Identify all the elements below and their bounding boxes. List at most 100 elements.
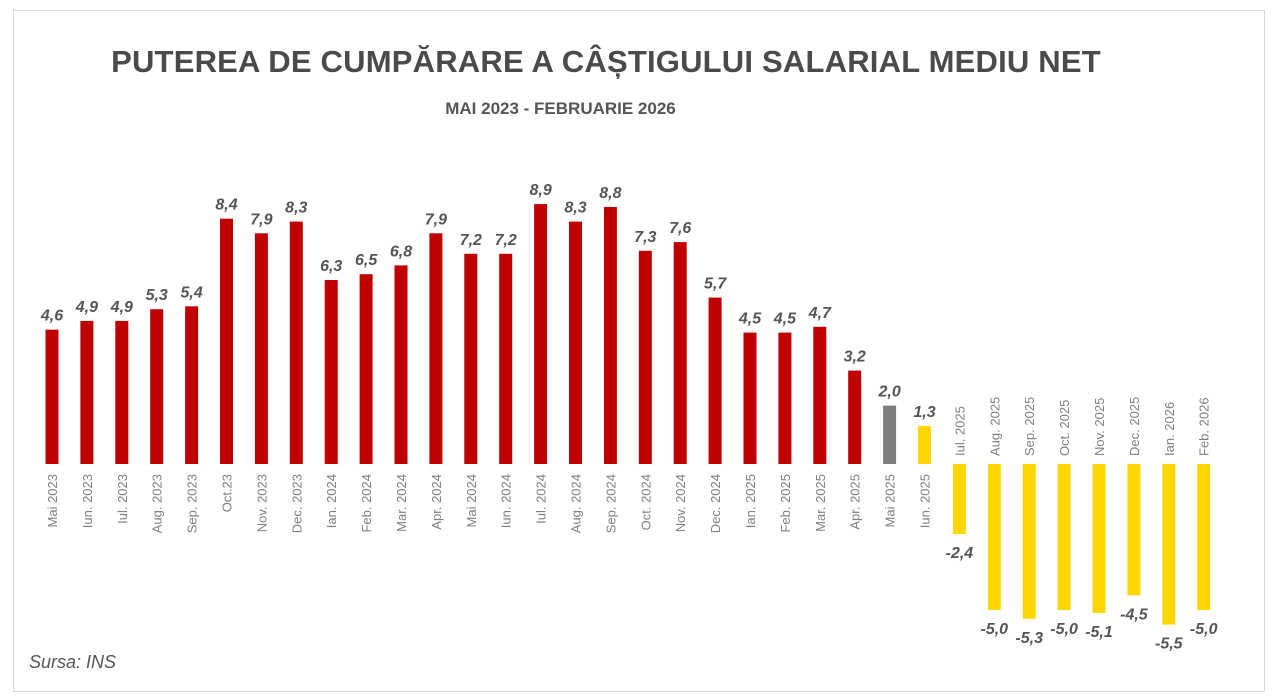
value-label-12: 7,9 <box>425 211 447 228</box>
value-label-23: 4,7 <box>808 305 832 322</box>
value-label-13: 7,2 <box>460 232 482 249</box>
bar-12 <box>429 233 443 464</box>
tick-label-17: Sep. 2024 <box>603 474 618 533</box>
bar-34 <box>1197 464 1211 610</box>
bar-30 <box>1057 464 1071 610</box>
tick-label-23: Mar. 2025 <box>813 474 828 532</box>
tick-label-10: Feb. 2024 <box>359 474 374 533</box>
bar-9 <box>324 280 338 464</box>
bar-3 <box>115 320 129 464</box>
bar-16 <box>569 221 582 464</box>
bar-15 <box>534 204 548 464</box>
value-label-33: -5,5 <box>1155 636 1184 653</box>
bar-20 <box>708 297 722 464</box>
tick-label-30: Oct. 2025 <box>1057 400 1072 456</box>
bar-28 <box>987 464 1001 610</box>
value-label-6: 8,4 <box>215 197 237 214</box>
tick-label-16: Aug. 2024 <box>569 474 584 533</box>
bar-11 <box>394 265 408 464</box>
bar-8 <box>289 221 303 464</box>
value-labels-group: 4,6 4,9 4,9 5,3 5,4 8,4 7,9 8,3 6,3 6,5 6,8 7,9 7,2 7… <box>40 182 1218 652</box>
bar-31 <box>1092 464 1106 613</box>
bar-23 <box>813 326 827 464</box>
bar-21 <box>743 332 757 464</box>
value-label-7: 7,9 <box>250 211 272 228</box>
chart-title: PUTEREA DE CUMPĂRARE A CÂȘTIGULUI SALARI… <box>111 44 1101 79</box>
tick-label-18: Oct. 2024 <box>638 474 653 530</box>
bar-19 <box>673 242 687 464</box>
bar-5 <box>185 306 199 464</box>
value-label-27: -2,4 <box>946 545 974 562</box>
tick-label-1: Mai 2023 <box>45 474 60 527</box>
tick-label-21: Ian. 2025 <box>743 474 758 528</box>
value-label-17: 8,8 <box>599 185 621 202</box>
tick-label-14: Iun. 2024 <box>499 474 514 528</box>
value-label-18: 7,3 <box>634 229 656 246</box>
bar-6 <box>220 218 233 464</box>
tick-label-25: Mai 2025 <box>883 474 898 527</box>
bars-group <box>45 204 1211 625</box>
tick-label-9: Ian. 2024 <box>324 474 339 528</box>
tick-label-33: Ian. 2026 <box>1162 402 1177 456</box>
value-label-9: 6,3 <box>320 258 342 275</box>
tick-label-32: Dec. 2025 <box>1127 397 1142 456</box>
chart-subtitle: MAI 2023 - FEBRUARIE 2026 <box>445 99 676 118</box>
value-label-8: 8,3 <box>285 200 307 217</box>
value-label-21: 4,5 <box>738 311 762 328</box>
value-label-10: 6,5 <box>355 252 378 269</box>
bar-27 <box>952 464 966 535</box>
value-label-4: 5,3 <box>146 287 168 304</box>
tick-label-22: Feb. 2025 <box>778 474 793 533</box>
value-label-11: 6,8 <box>390 243 412 260</box>
value-label-16: 8,3 <box>564 200 586 217</box>
bar-4 <box>150 309 164 464</box>
tick-label-12: Apr. 2024 <box>429 474 444 530</box>
bar-17 <box>603 207 617 464</box>
tick-label-27: Iul. 2025 <box>952 406 967 456</box>
value-label-25: 2,0 <box>877 384 900 401</box>
tick-label-2: Iun. 2023 <box>80 474 95 528</box>
tick-label-4: Aug. 2023 <box>150 474 165 533</box>
bar-13 <box>464 253 478 464</box>
value-label-14: 7,2 <box>495 232 517 249</box>
tick-label-3: Iul. 2023 <box>115 474 130 524</box>
tick-label-7: Nov. 2023 <box>254 474 269 532</box>
tick-label-31: Nov. 2025 <box>1092 398 1107 456</box>
value-label-31: -5,1 <box>1085 624 1113 641</box>
value-label-20: 5,7 <box>704 276 727 293</box>
value-label-3: 4,9 <box>110 299 133 316</box>
value-label-5: 5,4 <box>180 284 202 301</box>
tick-label-15: Iul. 2024 <box>534 474 549 524</box>
value-label-30: -5,0 <box>1050 621 1078 638</box>
source-note: Sursa: INS <box>29 652 117 672</box>
tick-label-24: Apr. 2025 <box>848 474 863 530</box>
bar-2 <box>80 320 94 464</box>
tick-label-28: Aug. 2025 <box>987 397 1002 456</box>
value-label-26: 1,3 <box>913 404 935 421</box>
tick-label-34: Feb. 2026 <box>1197 397 1212 456</box>
bar-14 <box>499 253 513 464</box>
tick-labels-group: Mai 2023 Iun. 2023 Iul. 2023 Aug. 2023 Sep. … <box>45 397 1212 534</box>
value-label-32: -4,5 <box>1120 606 1149 623</box>
bar-26 <box>918 426 931 464</box>
tick-label-19: Nov. 2024 <box>673 474 688 532</box>
value-label-24: 3,2 <box>844 349 866 366</box>
value-label-29: -5,3 <box>1015 630 1043 647</box>
bar-29 <box>1022 464 1036 619</box>
bar-7 <box>254 233 268 464</box>
tick-label-6: Oct.23 <box>220 474 235 512</box>
value-label-28: -5,0 <box>981 621 1009 638</box>
bar-25 <box>883 405 897 464</box>
tick-label-26: Iun. 2025 <box>918 474 933 528</box>
tick-label-13: Mai 2024 <box>464 474 479 527</box>
tick-label-11: Mar. 2024 <box>394 474 409 532</box>
tick-label-29: Sep. 2025 <box>1022 397 1037 456</box>
value-label-22: 4,5 <box>773 311 797 328</box>
tick-label-20: Dec. 2024 <box>708 474 723 533</box>
bar-32 <box>1127 464 1141 596</box>
value-label-1: 4,6 <box>40 308 63 325</box>
bar-24 <box>848 370 862 464</box>
bar-22 <box>778 332 792 464</box>
value-label-34: -5,0 <box>1190 621 1218 638</box>
